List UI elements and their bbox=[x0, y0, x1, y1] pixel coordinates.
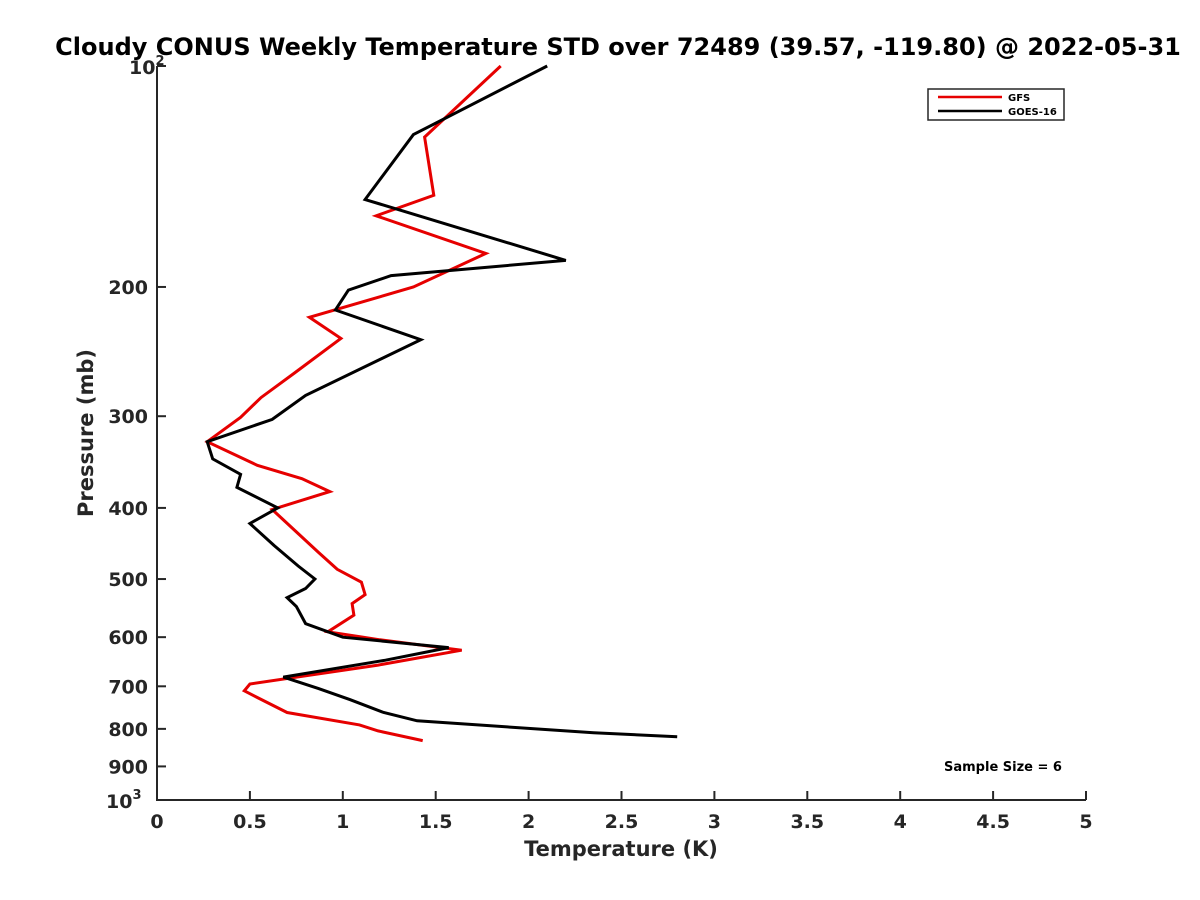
x-tick-label: 4 bbox=[894, 811, 907, 833]
y-axis-ticks: 200 300 400 500 600 700 800 900 bbox=[108, 65, 166, 801]
x-tick-label: 4.5 bbox=[976, 811, 1010, 833]
y-tick-label: 300 bbox=[108, 406, 148, 428]
x-tick-label: 1 bbox=[336, 811, 349, 833]
y-tick-label: 900 bbox=[108, 756, 148, 778]
y-tick-label: 400 bbox=[108, 498, 148, 520]
x-tick-label: 3 bbox=[708, 811, 721, 833]
x-tick-label: 0 bbox=[150, 811, 163, 833]
y-tick-label: 600 bbox=[108, 627, 148, 649]
sample-size-annotation: Sample Size = 6 bbox=[944, 760, 1062, 775]
x-tick-label: 0.5 bbox=[233, 811, 267, 833]
y-tick-label-top: 102 bbox=[129, 54, 165, 79]
legend-box bbox=[927, 88, 1065, 121]
y-tick-label-bottom: 103 bbox=[106, 788, 142, 813]
series-layer bbox=[204, 64, 678, 743]
y-tick-label: 700 bbox=[108, 676, 148, 698]
y-tick-label: 200 bbox=[108, 277, 148, 299]
y-tick-label: 500 bbox=[108, 569, 148, 591]
legend-label-goes16: GOES-16 bbox=[1008, 107, 1057, 118]
x-tick-label: 3.5 bbox=[790, 811, 824, 833]
legend-label-gfs: GFS bbox=[1008, 93, 1030, 104]
y-axis-label: Pressure (mb) bbox=[74, 349, 98, 517]
x-axis-ticks: 0 0.5 1 1.5 2 2.5 3 3.5 4 4.5 5 bbox=[150, 791, 1093, 833]
x-tick-label: 5 bbox=[1079, 811, 1092, 833]
x-tick-label: 2 bbox=[522, 811, 535, 833]
series-line-gfs bbox=[204, 64, 502, 743]
y-tick-label: 800 bbox=[108, 719, 148, 741]
series-line-goes16 bbox=[205, 64, 678, 739]
legend: GFS GOES-16 bbox=[927, 88, 1065, 121]
x-tick-label: 1.5 bbox=[419, 811, 453, 833]
x-axis-label: Temperature (K) bbox=[524, 837, 718, 861]
x-tick-label: 2.5 bbox=[605, 811, 639, 833]
chart-title: Cloudy CONUS Weekly Temperature STD over… bbox=[55, 33, 1181, 61]
